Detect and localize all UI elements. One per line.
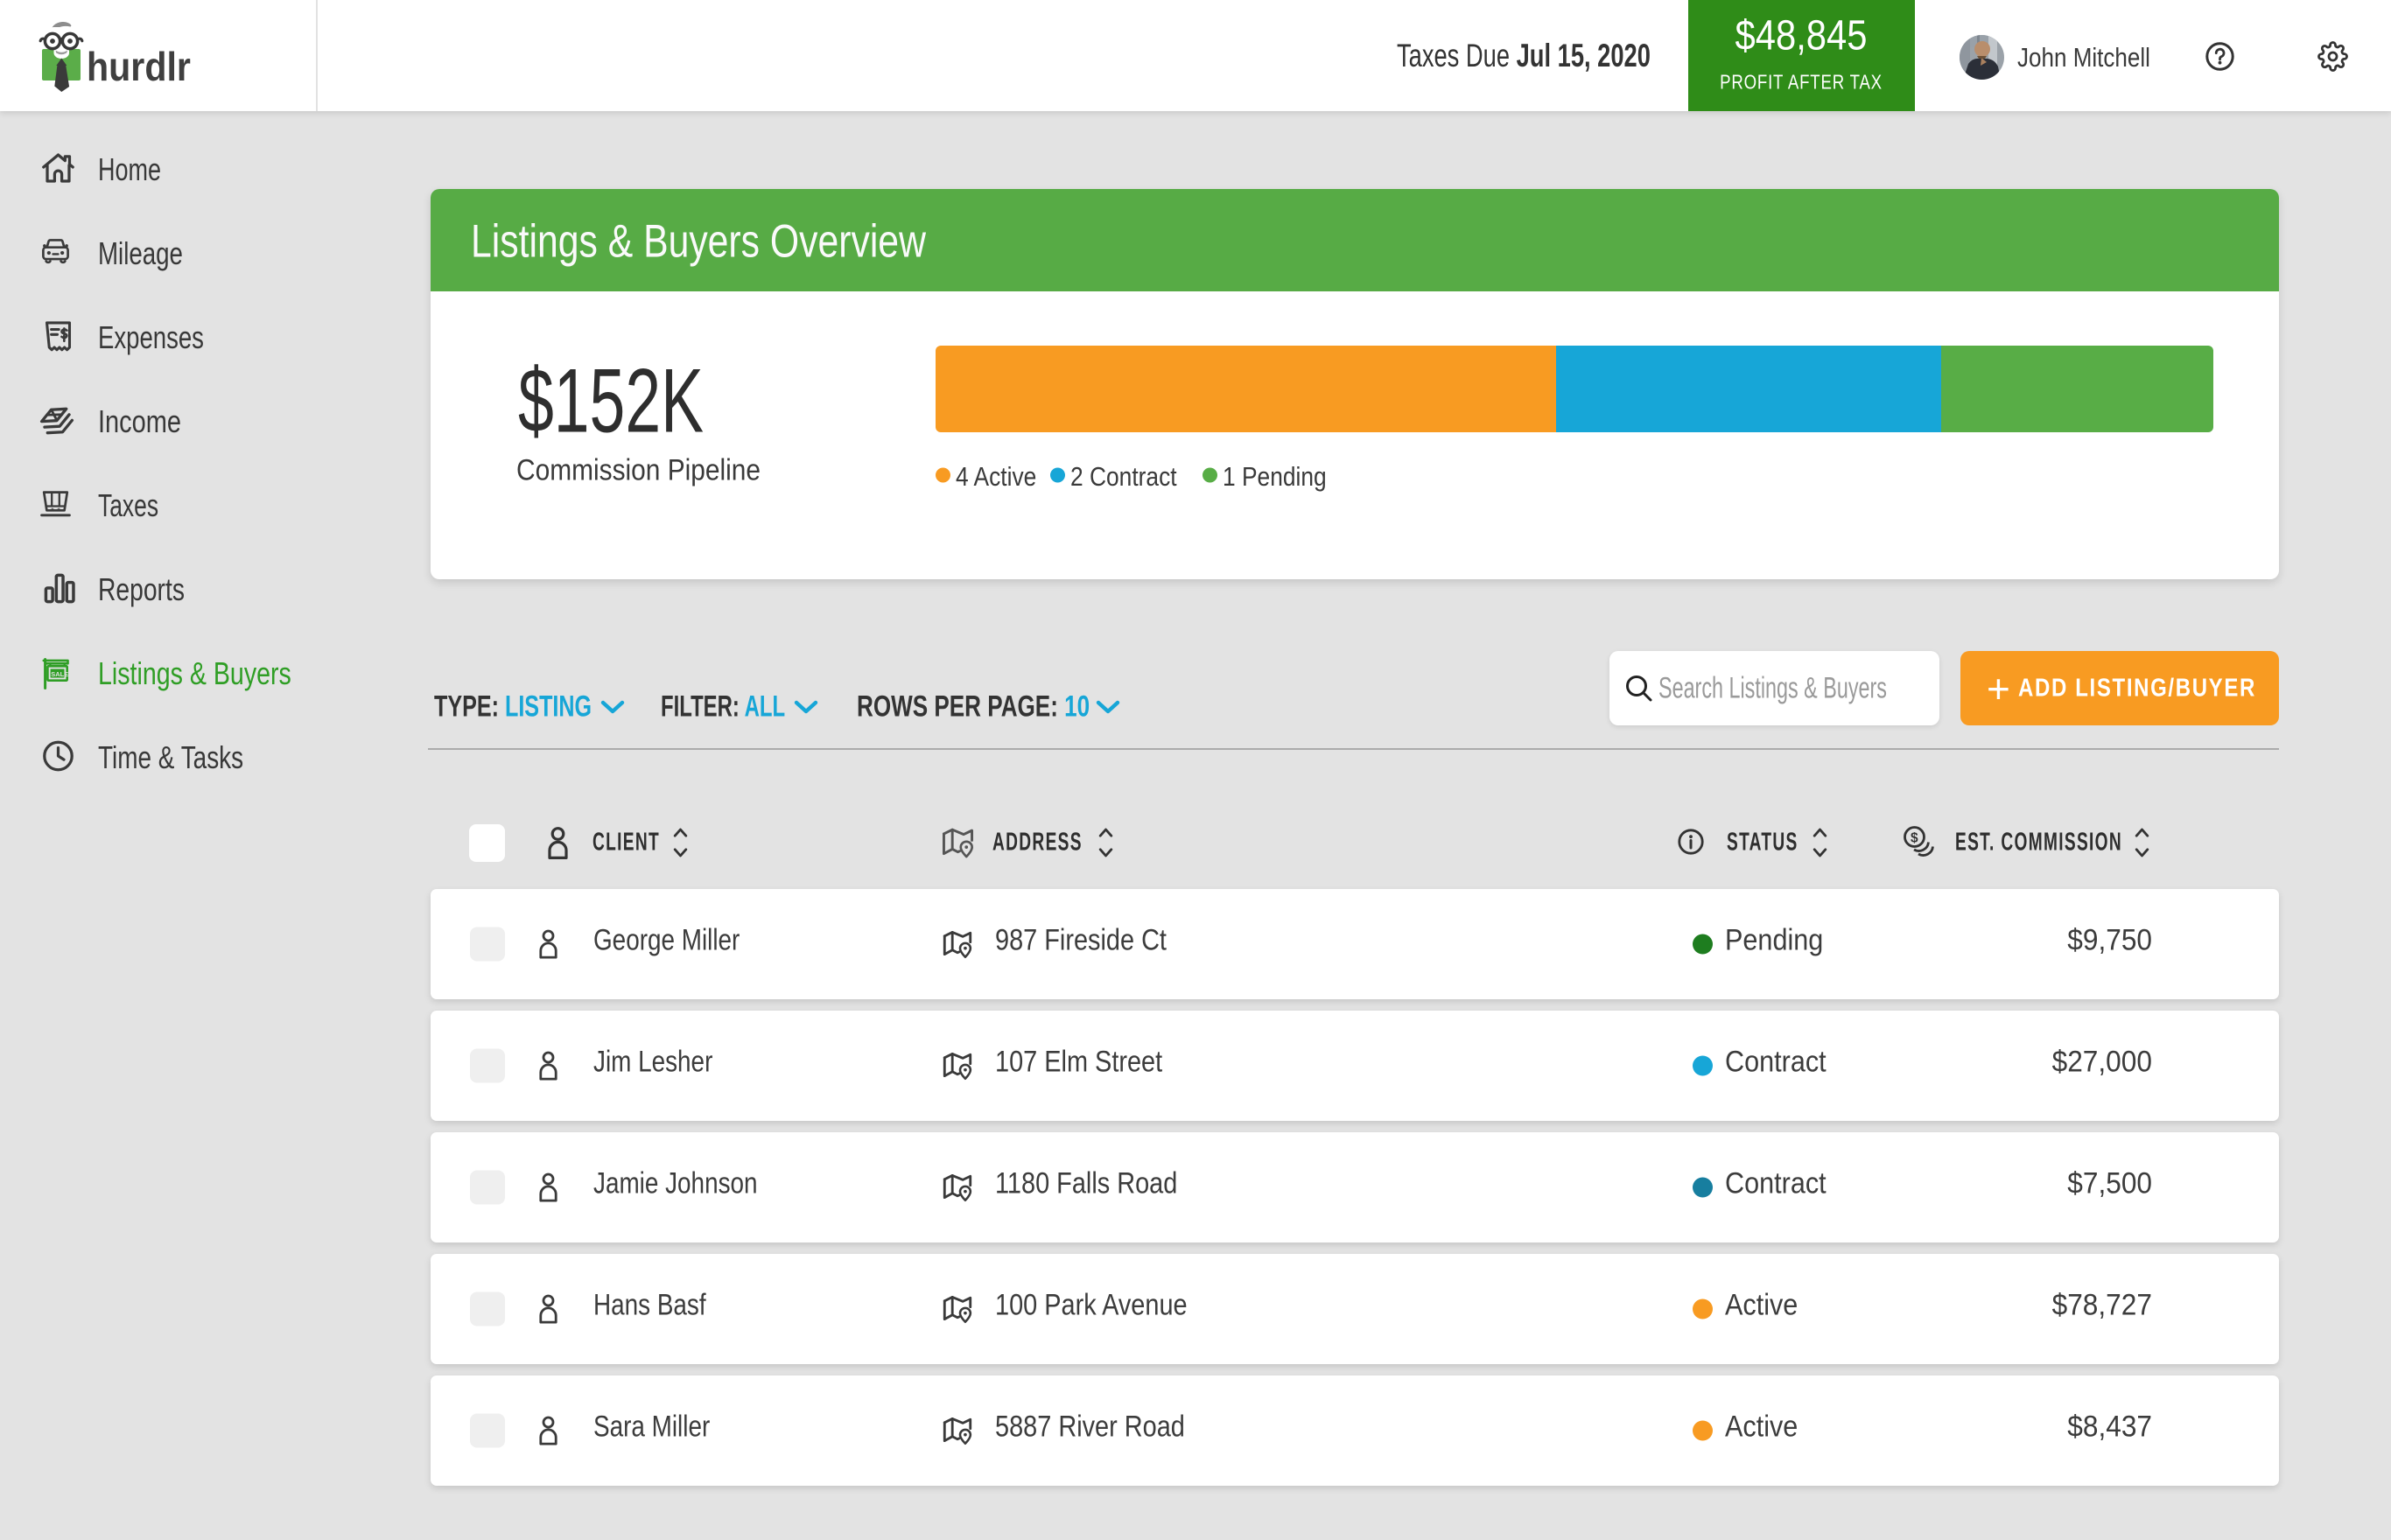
svg-text:SALE: SALE — [51, 670, 68, 678]
svg-text:$: $ — [1911, 830, 1918, 845]
